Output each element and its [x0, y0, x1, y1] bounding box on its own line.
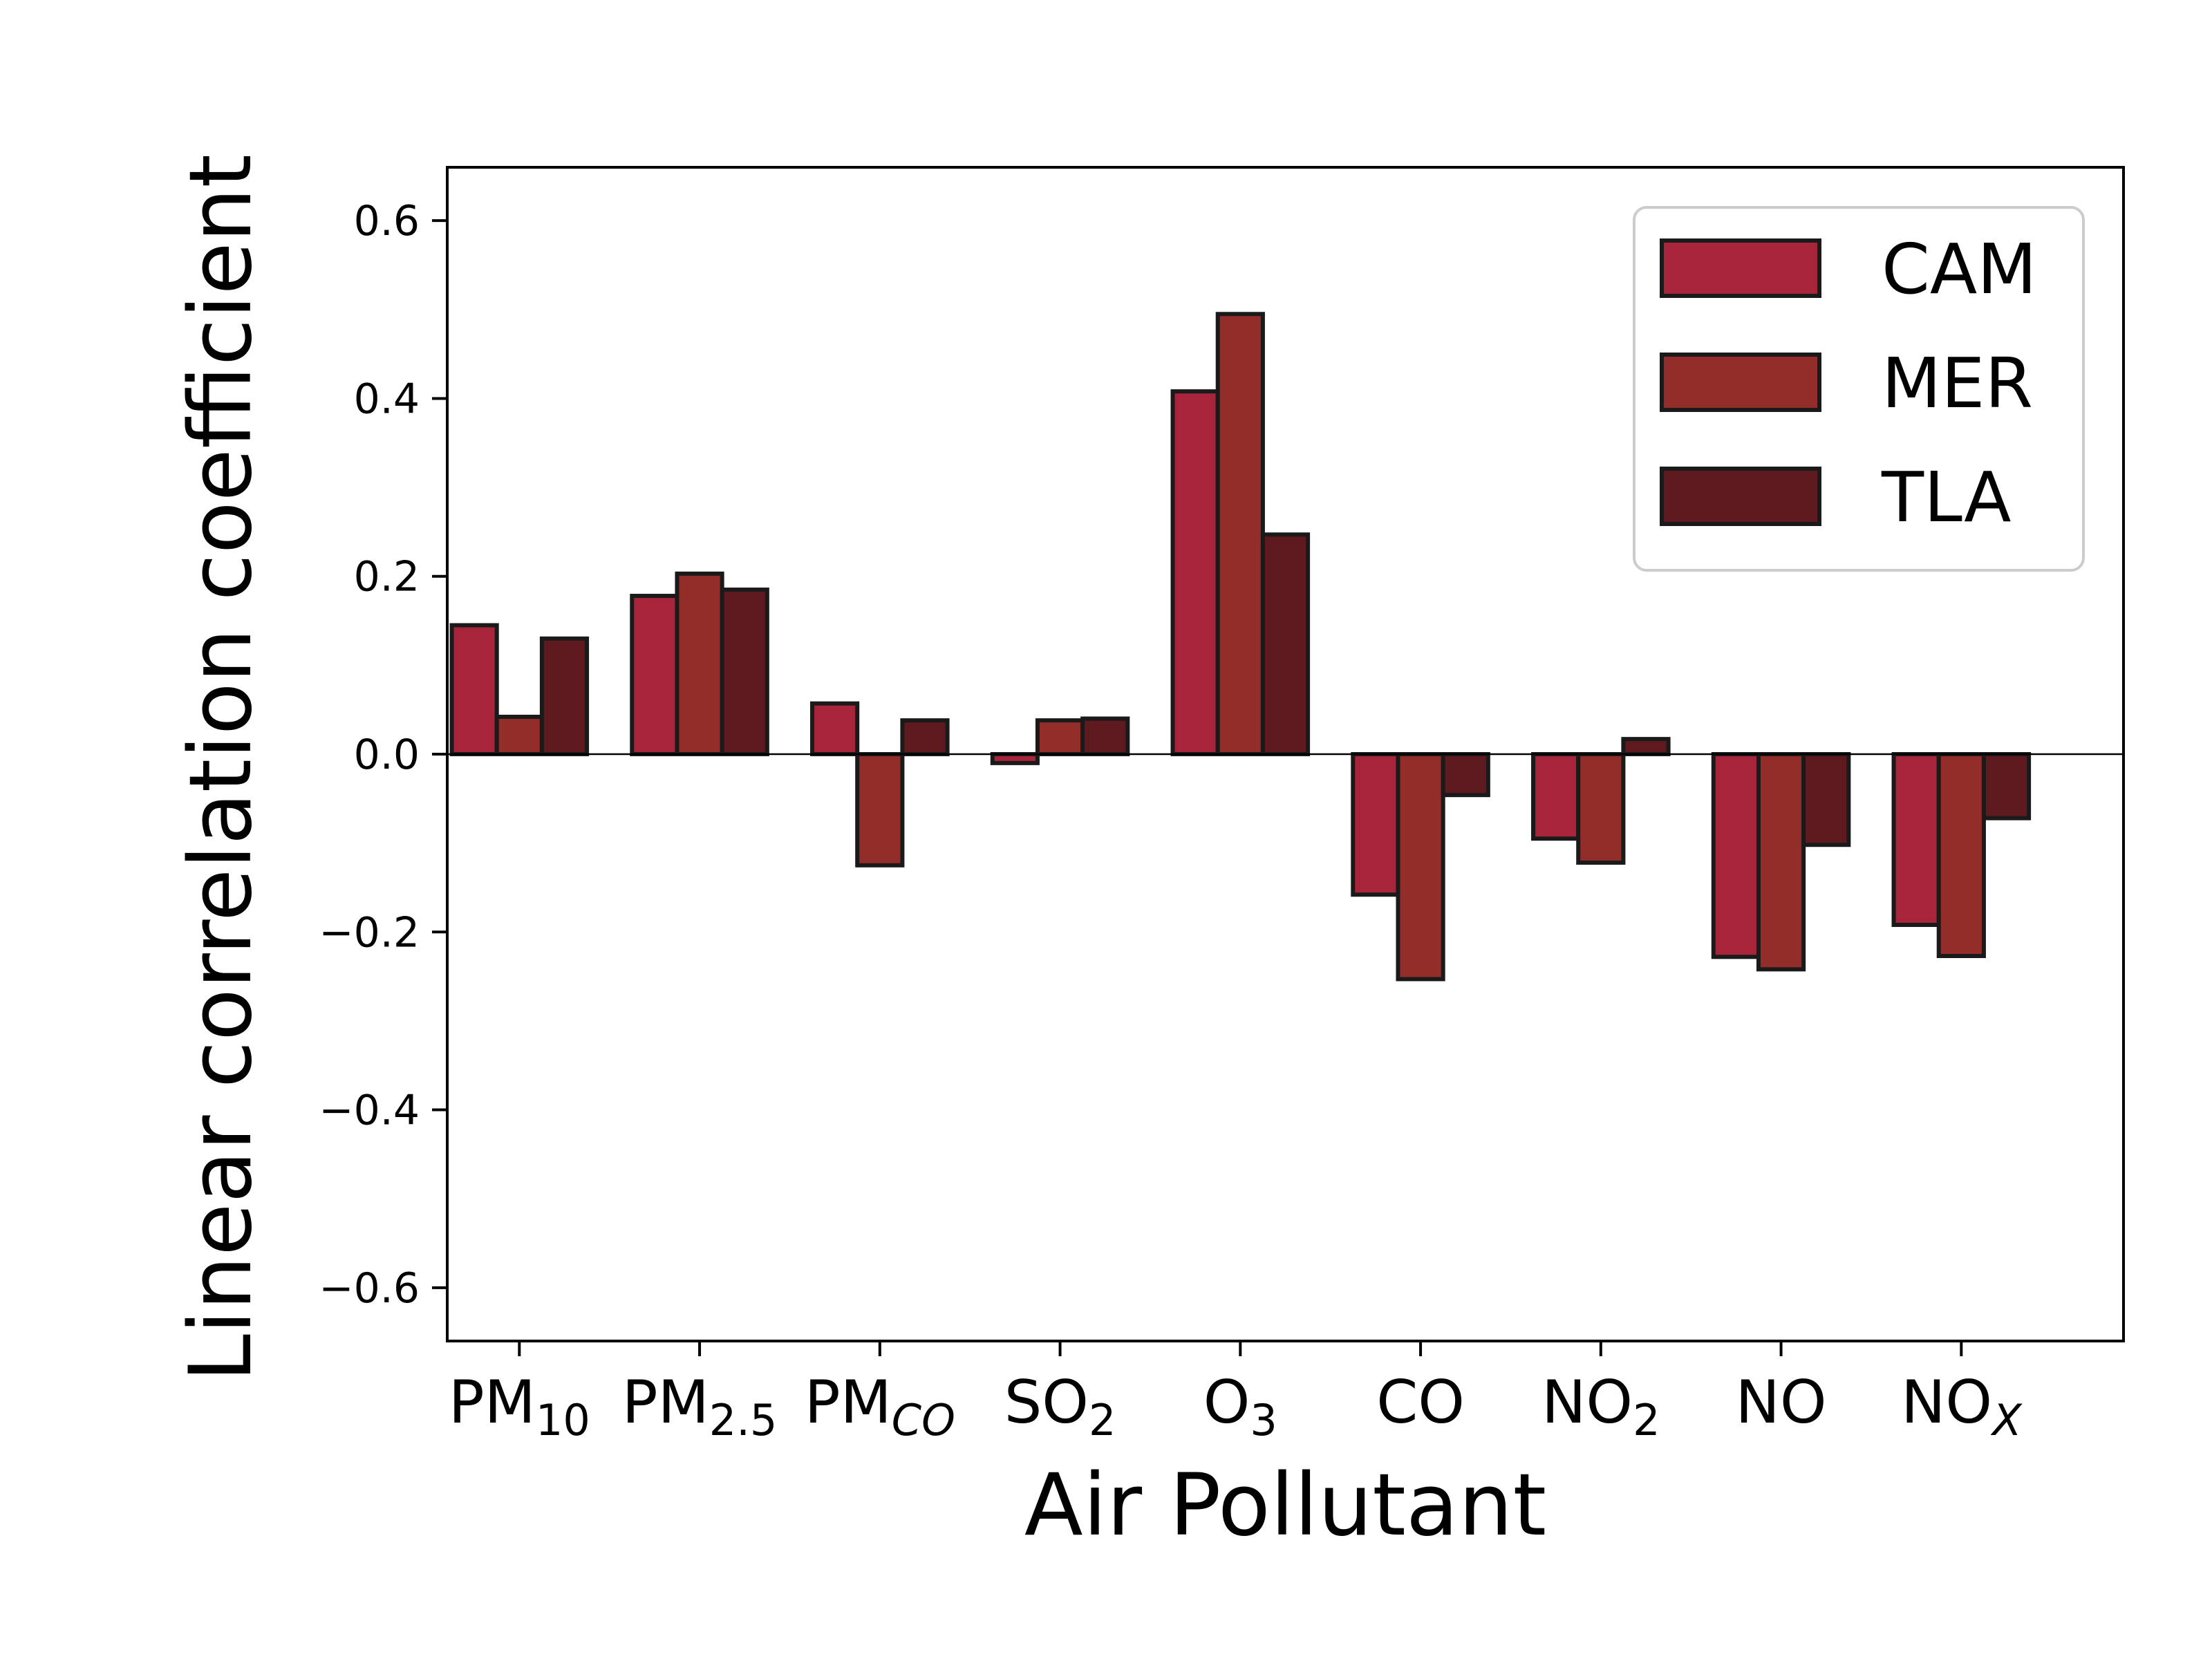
y-axis: −0.6 −0.4 −0.2 0.0 0.2 0.4 0.6: [319, 197, 447, 1313]
x-tick-label-subscript: 10: [536, 1395, 590, 1445]
legend-swatch-cam: [1660, 238, 1821, 298]
bar-tla-0: [539, 636, 590, 756]
x-tick-label: NOX: [1901, 1368, 2023, 1445]
x-tick-label-base: NO: [1541, 1368, 1633, 1437]
x-tick-label-base: SO: [1004, 1368, 1089, 1437]
bar-cam-2: [810, 701, 860, 756]
bar-cam-6: [1531, 752, 1581, 841]
x-tick-label: NO2: [1541, 1368, 1660, 1445]
x-axis-title: Air Pollutant: [1024, 1456, 1546, 1555]
x-tick-label-base: NO: [1901, 1368, 1992, 1437]
bar-mer-1: [675, 571, 724, 756]
x-tick-label: O3: [1203, 1368, 1277, 1445]
bar-mer-6: [1576, 752, 1626, 865]
x-axis: PM10 PM2.5 PMCO SO2 O3 CO NO2 NO NOX: [449, 1341, 2023, 1445]
x-tick-label-base: NO: [1736, 1368, 1827, 1437]
bar-cam-5: [1351, 752, 1400, 897]
x-tick-label: SO2: [1004, 1368, 1116, 1445]
legend-label-mer: MER: [1882, 343, 2033, 424]
bar-cam-4: [1170, 389, 1220, 756]
x-tick-label-subscript: 2: [1633, 1395, 1660, 1445]
x-tick-label-subscript: CO: [892, 1395, 955, 1445]
bar-cam-3: [990, 752, 1040, 765]
bar-cam-8: [1891, 752, 1941, 927]
y-tick-label: −0.4: [319, 1087, 420, 1135]
bar-tla-2: [900, 718, 950, 756]
x-tick-label-base: PM: [805, 1368, 892, 1437]
bar-cam-1: [630, 594, 679, 757]
bar-cam-0: [449, 623, 499, 757]
x-tick-label: PM2.5: [622, 1368, 778, 1445]
bar-mer-2: [855, 752, 905, 868]
bar-tla-4: [1260, 532, 1311, 756]
bar-mer-8: [1936, 752, 1986, 959]
legend-label-tla: TLA: [1881, 457, 2012, 538]
x-tick-label-base: CO: [1376, 1368, 1465, 1437]
x-tick-label: NO: [1736, 1368, 1827, 1437]
y-axis-title: Linear correlation coefficient: [171, 154, 271, 1382]
x-tick-label-base: PM: [622, 1368, 709, 1437]
y-tick-label: −0.6: [319, 1264, 420, 1313]
bar-tla-1: [720, 588, 769, 756]
bar-mer-3: [1035, 718, 1085, 756]
x-tick-label-subscript: 3: [1250, 1395, 1277, 1445]
y-tick-label: 0.0: [354, 731, 420, 779]
bar-tla-6: [1621, 737, 1671, 757]
bar-cam-7: [1711, 752, 1761, 959]
x-tick-label-base: O: [1203, 1368, 1250, 1437]
bar-tla-3: [1080, 716, 1130, 756]
x-tick-label-subscript: X: [1990, 1395, 2023, 1445]
bar-mer-5: [1396, 752, 1445, 982]
bar-mer-0: [494, 714, 544, 757]
x-tick-label-base: PM: [449, 1368, 536, 1437]
legend-swatch-tla: [1660, 467, 1821, 526]
legend-swatch-mer: [1660, 353, 1821, 412]
bar-tla-8: [1981, 752, 2032, 821]
bars-layer: [449, 312, 2032, 982]
x-tick-label: PM10: [449, 1368, 590, 1445]
x-tick-label: PMCO: [805, 1368, 955, 1445]
y-tick-label: 0.6: [354, 197, 420, 245]
bar-mer-4: [1215, 312, 1265, 756]
bar-tla-7: [1801, 752, 1851, 847]
x-tick-label-subscript: 2: [1089, 1395, 1116, 1445]
y-tick-label: 0.4: [354, 375, 420, 423]
legend-label-cam: CAM: [1882, 229, 2037, 310]
bar-mer-7: [1756, 752, 1806, 972]
bar-tla-5: [1441, 752, 1490, 798]
y-tick-label: −0.2: [319, 908, 420, 957]
y-tick-label: 0.2: [354, 553, 420, 601]
x-tick-label-subscript: 2.5: [709, 1395, 778, 1445]
legend: CAM MER TLA: [1633, 206, 2085, 572]
x-tick-label: CO: [1376, 1368, 1465, 1437]
